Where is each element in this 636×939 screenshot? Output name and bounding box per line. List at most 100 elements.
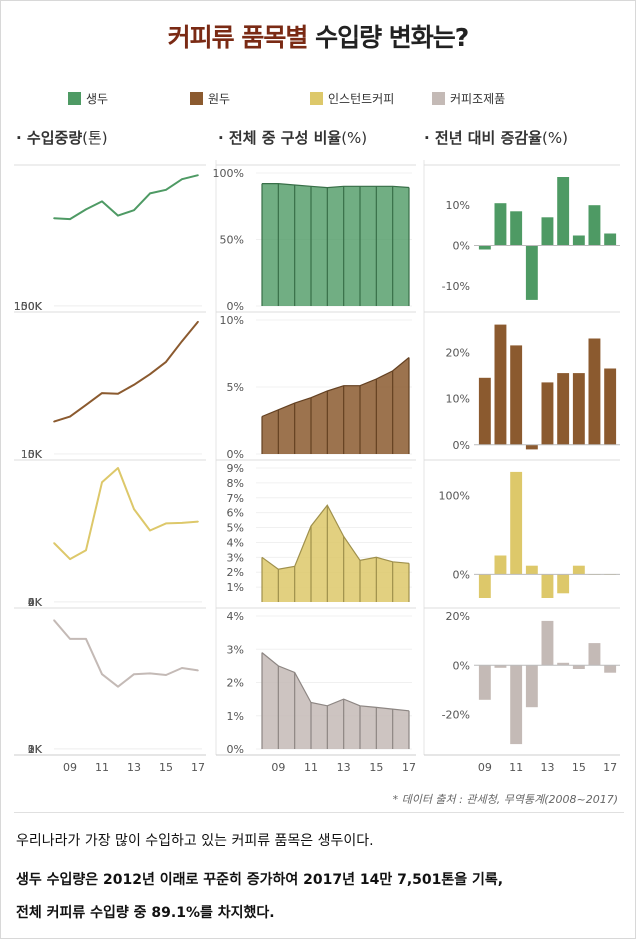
page-title: 커피류 품목별 수입량 변화는?: [0, 18, 636, 54]
weight-point: [53, 217, 55, 220]
y-tick-label: 3K: [28, 743, 43, 756]
y-tick-label: 4K: [28, 596, 43, 609]
y-tick-label: 5%: [227, 522, 244, 535]
weight-point: [133, 673, 135, 675]
growth-bar: [541, 574, 554, 598]
weight-point: [69, 218, 71, 220]
weight-point: [85, 549, 87, 551]
weight-point: [69, 638, 71, 640]
weight-point: [133, 209, 135, 212]
x-tick-label: 11: [95, 761, 109, 774]
x-tick-label: 11: [304, 761, 318, 774]
growth-bar: [525, 565, 538, 575]
y-tick-label: 5%: [227, 381, 244, 394]
y-tick-label: 6%: [227, 507, 244, 520]
y-tick-label: 0%: [453, 568, 470, 581]
growth-bar: [510, 665, 523, 745]
share-top-line: [261, 652, 410, 712]
weight-point: [85, 638, 87, 640]
description-divider: [14, 812, 624, 813]
y-tick-label: 100K: [14, 300, 43, 313]
y-tick-label: 100%: [439, 490, 470, 503]
growth-bar: [541, 382, 554, 445]
weight-point: [69, 558, 71, 560]
legend-item-instant-coffee: 인스턴트커피: [310, 90, 394, 107]
growth-bar: [588, 338, 601, 445]
y-tick-label: 2K: [28, 596, 43, 609]
column-title-share: · 전체 중 구성 비율(%): [218, 129, 368, 147]
share-top-line: [262, 183, 410, 189]
y-tick-label: 9%: [227, 462, 244, 475]
y-tick-label: 0%: [453, 439, 470, 452]
growth-bar: [478, 574, 491, 598]
growth-bar: [604, 233, 617, 246]
growth-bar: [478, 377, 491, 445]
y-tick-label: 0K: [28, 300, 43, 313]
weight-point: [197, 669, 199, 672]
growth-bar: [557, 177, 570, 246]
weight-point: [181, 667, 183, 669]
x-tick-label: 15: [159, 761, 173, 774]
y-tick-label: 8%: [227, 477, 244, 490]
column-title-text: 수입중량: [26, 129, 83, 147]
weight-point: [165, 674, 167, 676]
y-tick-label: 6K: [28, 596, 43, 609]
column-title-weight: · 수입중량(톤): [16, 129, 108, 147]
y-tick-label: 0%: [227, 448, 244, 461]
y-tick-label: 0K: [28, 596, 43, 609]
description-line-3: 전체 커피류 수입량 중 89.1%를 차지했다.: [16, 905, 275, 921]
growth-bar: [557, 373, 570, 445]
legend-swatch: [68, 92, 81, 105]
legend-swatch: [310, 92, 323, 105]
y-tick-label: 4%: [227, 536, 244, 549]
y-tick-label: 50K: [21, 300, 43, 313]
legend-label: 생두: [86, 92, 109, 106]
x-tick-label: 15: [369, 761, 383, 774]
growth-bar: [604, 665, 617, 673]
weight-series-line: [53, 321, 199, 423]
y-tick-label: -10%: [442, 280, 470, 293]
weight-point: [85, 404, 87, 406]
weight-point: [133, 383, 135, 386]
x-tick-label: 13: [541, 761, 555, 774]
growth-bar: [525, 245, 538, 300]
y-tick-label: 100%: [213, 167, 244, 180]
growth-bar: [478, 665, 491, 700]
weight-point: [53, 542, 55, 544]
weight-point: [149, 192, 151, 195]
column-title-growth: · 전년 대비 증감율(%): [424, 129, 568, 147]
legend-label: 원두: [208, 92, 231, 106]
weight-point: [149, 529, 151, 532]
y-tick-label: 10%: [220, 314, 244, 327]
weight-point: [53, 420, 55, 423]
growth-bar: [478, 245, 491, 250]
weight-point: [117, 467, 119, 469]
y-tick-label: 1%: [227, 581, 244, 594]
y-tick-label: 50%: [220, 234, 244, 247]
growth-bar: [494, 555, 507, 575]
growth-bar: [572, 665, 585, 669]
title-rest: 수입량 변화는?: [307, 23, 469, 52]
x-tick-label: 17: [402, 761, 416, 774]
weight-point: [165, 189, 167, 191]
growth-bar: [588, 643, 601, 666]
weight-point: [181, 340, 183, 343]
x-tick-label: 11: [509, 761, 523, 774]
weight-point: [181, 178, 183, 181]
growth-bar: [541, 620, 554, 666]
description-line-2: 생두 수입량은 2012년 이래로 꾸준히 증가하여 2017년 14만 7,5…: [16, 872, 504, 888]
weight-point: [181, 522, 183, 524]
weight-point: [197, 174, 199, 177]
share-top-line: [261, 357, 410, 418]
weight-point: [165, 361, 167, 363]
weight-point: [149, 672, 151, 675]
y-tick-label: 0K: [28, 743, 43, 756]
share-area: [262, 183, 409, 306]
weight-point: [165, 522, 167, 525]
x-tick-label: 13: [127, 761, 141, 774]
weight-point: [117, 685, 119, 688]
legend-item-roasted-bean: 원두: [190, 90, 230, 107]
weight-point: [117, 214, 119, 217]
share-area: [262, 652, 409, 749]
